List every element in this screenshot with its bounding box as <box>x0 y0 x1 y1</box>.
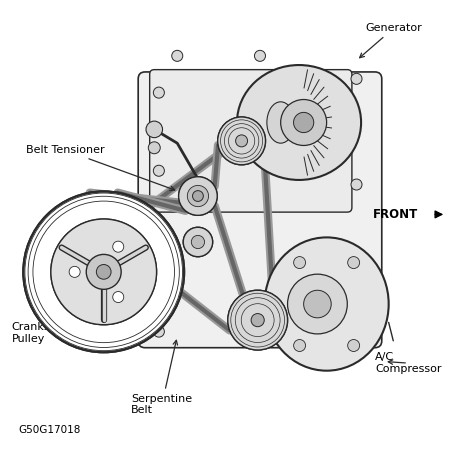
Circle shape <box>218 117 265 165</box>
FancyBboxPatch shape <box>138 72 382 348</box>
Circle shape <box>154 165 164 176</box>
Circle shape <box>251 313 264 327</box>
Circle shape <box>23 191 184 352</box>
Circle shape <box>255 50 265 61</box>
Circle shape <box>51 219 156 325</box>
Circle shape <box>146 121 163 138</box>
Circle shape <box>228 290 288 350</box>
Circle shape <box>351 73 362 84</box>
Text: Crankshaft
Pulley: Crankshaft Pulley <box>12 290 73 344</box>
Circle shape <box>69 266 80 278</box>
Text: Belt Tensioner: Belt Tensioner <box>26 145 175 190</box>
Circle shape <box>69 266 80 278</box>
FancyBboxPatch shape <box>150 70 352 212</box>
Circle shape <box>86 254 121 290</box>
Circle shape <box>347 340 360 351</box>
Circle shape <box>179 177 217 215</box>
Circle shape <box>236 135 247 147</box>
Circle shape <box>288 274 347 334</box>
Ellipse shape <box>264 237 389 371</box>
Circle shape <box>96 265 111 279</box>
Text: Generator: Generator <box>360 23 422 58</box>
Text: Serpentine
Belt: Serpentine Belt <box>131 340 192 415</box>
Circle shape <box>86 254 121 290</box>
Circle shape <box>304 290 331 318</box>
Circle shape <box>192 191 203 201</box>
Text: A/C
Compressor: A/C Compressor <box>375 352 441 374</box>
Circle shape <box>351 179 362 190</box>
Circle shape <box>113 241 124 252</box>
Circle shape <box>281 100 327 146</box>
Circle shape <box>228 290 288 350</box>
Circle shape <box>51 219 156 325</box>
Ellipse shape <box>237 65 361 180</box>
Circle shape <box>172 50 183 61</box>
Circle shape <box>183 227 213 257</box>
Circle shape <box>179 177 217 215</box>
Text: FRONT: FRONT <box>373 208 418 221</box>
Circle shape <box>113 291 124 302</box>
Circle shape <box>154 87 164 98</box>
Ellipse shape <box>267 102 294 143</box>
Text: G50G17018: G50G17018 <box>18 425 81 435</box>
Circle shape <box>293 257 306 269</box>
Circle shape <box>187 185 209 207</box>
Circle shape <box>293 340 306 351</box>
Circle shape <box>113 241 124 252</box>
Circle shape <box>148 142 160 154</box>
Circle shape <box>113 291 124 302</box>
Circle shape <box>192 191 203 201</box>
Circle shape <box>191 236 205 248</box>
Circle shape <box>183 227 213 257</box>
Circle shape <box>293 112 314 133</box>
Circle shape <box>191 236 205 248</box>
Circle shape <box>251 313 264 327</box>
Circle shape <box>96 265 111 279</box>
Circle shape <box>347 257 360 269</box>
Circle shape <box>187 185 209 207</box>
Circle shape <box>154 326 164 337</box>
Circle shape <box>218 117 265 165</box>
Circle shape <box>236 135 247 147</box>
Circle shape <box>351 326 362 337</box>
